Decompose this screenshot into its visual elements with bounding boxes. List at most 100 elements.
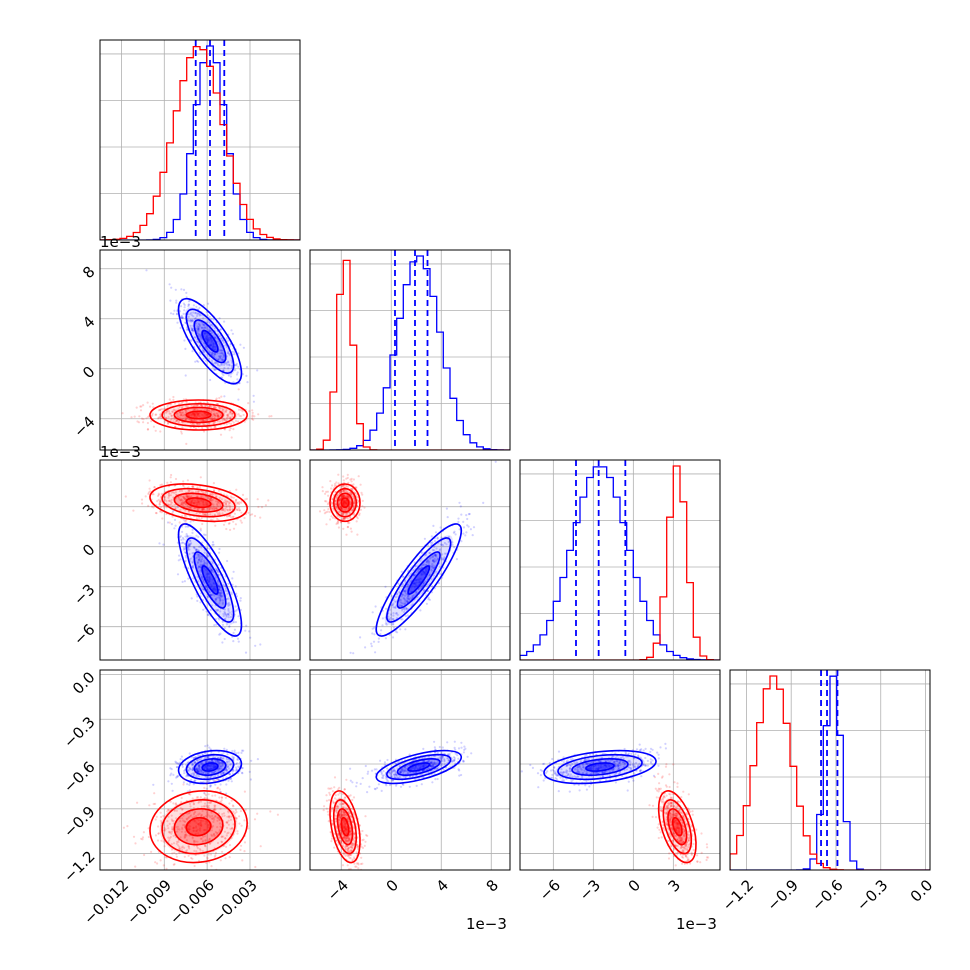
scatter-point bbox=[348, 506, 351, 509]
scatter-point bbox=[220, 591, 224, 594]
scatter-point bbox=[218, 584, 221, 588]
scatter-point bbox=[434, 553, 437, 557]
panel-frame bbox=[99, 459, 301, 661]
scatter-point bbox=[218, 317, 221, 320]
scatter-point bbox=[208, 577, 211, 581]
scatter-point bbox=[218, 602, 221, 605]
scatter-point bbox=[401, 609, 404, 612]
scatter-point bbox=[182, 480, 185, 483]
scatter-point bbox=[162, 543, 165, 546]
scatter-point bbox=[184, 321, 187, 324]
scatter-point bbox=[196, 501, 199, 505]
scatter-point bbox=[381, 617, 384, 620]
scatter-point bbox=[355, 516, 358, 519]
scatter-point bbox=[171, 511, 174, 514]
scatter-point bbox=[209, 608, 212, 612]
scatter-point bbox=[209, 853, 213, 856]
contour-line bbox=[201, 565, 219, 595]
scatter-point bbox=[223, 395, 226, 398]
scatter-point bbox=[192, 408, 195, 411]
scatter-point bbox=[418, 581, 421, 584]
scatter-point bbox=[212, 498, 215, 501]
scatter-point bbox=[239, 408, 242, 411]
scatter-point bbox=[216, 505, 219, 508]
scatter-point bbox=[153, 486, 156, 489]
scatter-point bbox=[176, 415, 179, 418]
scatter-point bbox=[209, 493, 212, 496]
scatter-point bbox=[156, 862, 159, 865]
scatter-point bbox=[224, 501, 227, 504]
scatter-point bbox=[148, 487, 151, 490]
scatter-point bbox=[440, 543, 443, 546]
scatter-point bbox=[219, 352, 222, 355]
contour-line bbox=[149, 399, 248, 431]
scatter-point bbox=[160, 815, 163, 819]
scatter-point bbox=[226, 515, 229, 518]
scatter-point bbox=[256, 758, 259, 761]
scatter-point bbox=[433, 554, 436, 557]
scatter-point bbox=[432, 564, 435, 567]
scatter-point bbox=[221, 409, 224, 412]
scatter-point bbox=[346, 517, 350, 520]
scatter-point bbox=[190, 501, 193, 504]
scatter-point bbox=[222, 614, 225, 618]
scatter-point bbox=[228, 429, 231, 432]
scatter-point bbox=[180, 796, 183, 800]
scatter-point bbox=[216, 414, 219, 417]
scatter-point bbox=[213, 368, 216, 371]
scatter-point bbox=[234, 808, 237, 812]
scatter-point bbox=[205, 336, 208, 339]
scatter-point bbox=[156, 839, 160, 842]
scatter-point bbox=[462, 532, 465, 535]
scatter-point bbox=[187, 300, 191, 303]
scatter-point bbox=[147, 415, 150, 419]
scatter-point bbox=[197, 580, 200, 583]
scatter-point bbox=[341, 495, 345, 498]
scatter-point bbox=[203, 412, 206, 415]
scatter-point bbox=[446, 516, 449, 519]
scatter-point bbox=[225, 505, 228, 508]
scatter-point bbox=[219, 343, 222, 346]
scatter-point bbox=[417, 578, 420, 581]
scatter-point bbox=[199, 338, 202, 341]
scatter-point bbox=[404, 615, 407, 618]
scatter-point bbox=[220, 799, 223, 802]
scatter-point bbox=[214, 588, 217, 591]
scatter-point bbox=[194, 415, 197, 418]
scatter-point bbox=[170, 473, 173, 477]
scatter-point bbox=[431, 541, 434, 544]
scatter-point bbox=[187, 546, 190, 549]
scatter-point bbox=[207, 793, 210, 796]
scatter-point bbox=[229, 505, 232, 508]
scatter-point bbox=[442, 544, 445, 547]
scatter-point bbox=[180, 288, 183, 291]
scatter-point bbox=[229, 615, 233, 619]
scatter-point bbox=[430, 556, 433, 559]
scatter-point bbox=[172, 398, 175, 401]
scatter-point bbox=[221, 408, 224, 411]
scatter-point bbox=[228, 501, 231, 504]
scatter-point bbox=[330, 487, 333, 490]
scatter-point bbox=[218, 788, 221, 791]
scatter-point bbox=[196, 412, 199, 415]
scatter-point bbox=[358, 514, 361, 517]
scatter-point bbox=[162, 504, 165, 507]
scatter-point bbox=[222, 408, 225, 411]
scatter-point bbox=[415, 581, 418, 584]
scatter-point bbox=[218, 513, 221, 516]
scatter-point bbox=[415, 591, 418, 594]
scatter-point bbox=[157, 417, 160, 420]
scatter-point bbox=[220, 345, 223, 348]
scatter-point bbox=[219, 591, 222, 595]
scatter-point bbox=[435, 559, 438, 562]
scatter-point bbox=[220, 349, 223, 352]
scatter-point bbox=[209, 329, 212, 332]
scatter-point bbox=[218, 796, 221, 799]
scatter-point bbox=[213, 508, 216, 511]
scatter-point bbox=[178, 310, 182, 313]
scatter-point bbox=[335, 507, 338, 510]
scatter-point bbox=[229, 528, 232, 532]
scatter-point bbox=[413, 561, 416, 564]
scatter-point bbox=[201, 522, 204, 526]
scatter-point bbox=[177, 774, 180, 778]
